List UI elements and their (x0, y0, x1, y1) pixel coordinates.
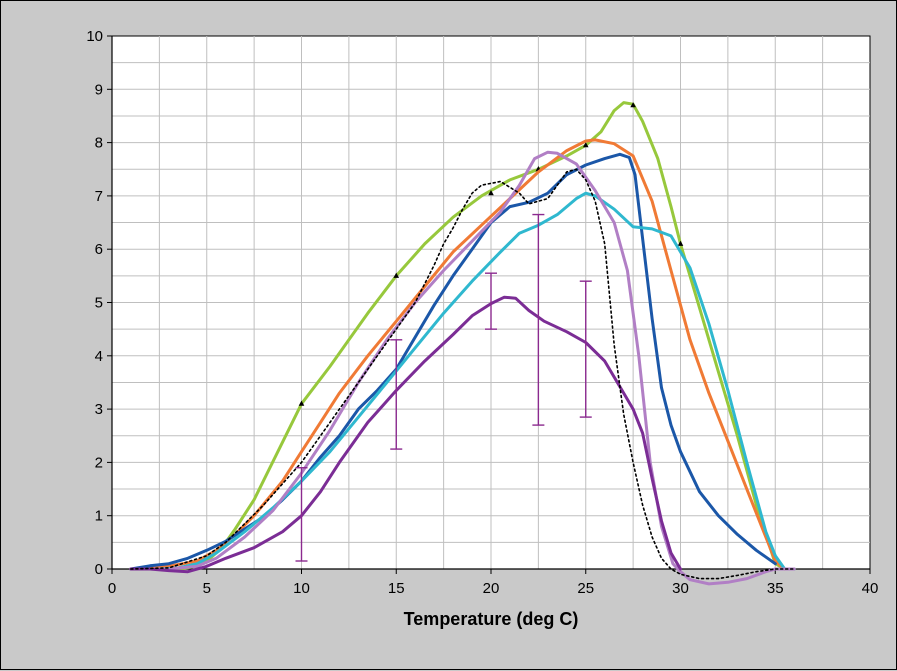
data-marker (488, 190, 494, 196)
data-marker (677, 240, 684, 246)
series-line-6 (129, 295, 682, 574)
y-tick-label: 4 (95, 348, 103, 365)
y-tick-label: 9 (95, 81, 103, 98)
data-marker (393, 272, 400, 278)
x-tick-label: 10 (293, 580, 310, 597)
series-line-5 (129, 150, 796, 586)
x-axis-title: Temperature (deg C) (404, 609, 579, 629)
y-tick-label: 7 (95, 188, 103, 205)
y-tick-label: 6 (95, 241, 103, 258)
data-marker (630, 102, 636, 108)
y-tick-label: 2 (95, 454, 103, 471)
y-tick-label: 0 (95, 561, 103, 578)
x-tick-label: 5 (203, 580, 211, 597)
x-tick-label: 25 (577, 580, 594, 597)
y-tick-label: 3 (95, 401, 103, 418)
y-tick-label: 5 (95, 295, 103, 312)
data-marker (298, 400, 305, 406)
error-bars (295, 213, 592, 562)
y-tick-label: 8 (95, 135, 103, 152)
data-marker (582, 142, 589, 148)
series-line-7 (130, 168, 795, 580)
x-tick-label: 20 (483, 580, 500, 597)
x-tick-label: 15 (388, 580, 405, 597)
tick-labels: 0 5 10 15 20 25 30 35 40 0 1 2 3 4 5 6 7 8 9 10 (86, 28, 878, 597)
x-tick-label: 30 (672, 580, 689, 597)
y-tick-label: 1 (95, 508, 103, 525)
series-layer (129, 101, 796, 586)
x-tick-label: 40 (862, 580, 879, 597)
x-tick-label: 0 (108, 580, 116, 597)
x-tick-label: 35 (767, 580, 784, 597)
y-tick-label: 10 (86, 28, 103, 45)
